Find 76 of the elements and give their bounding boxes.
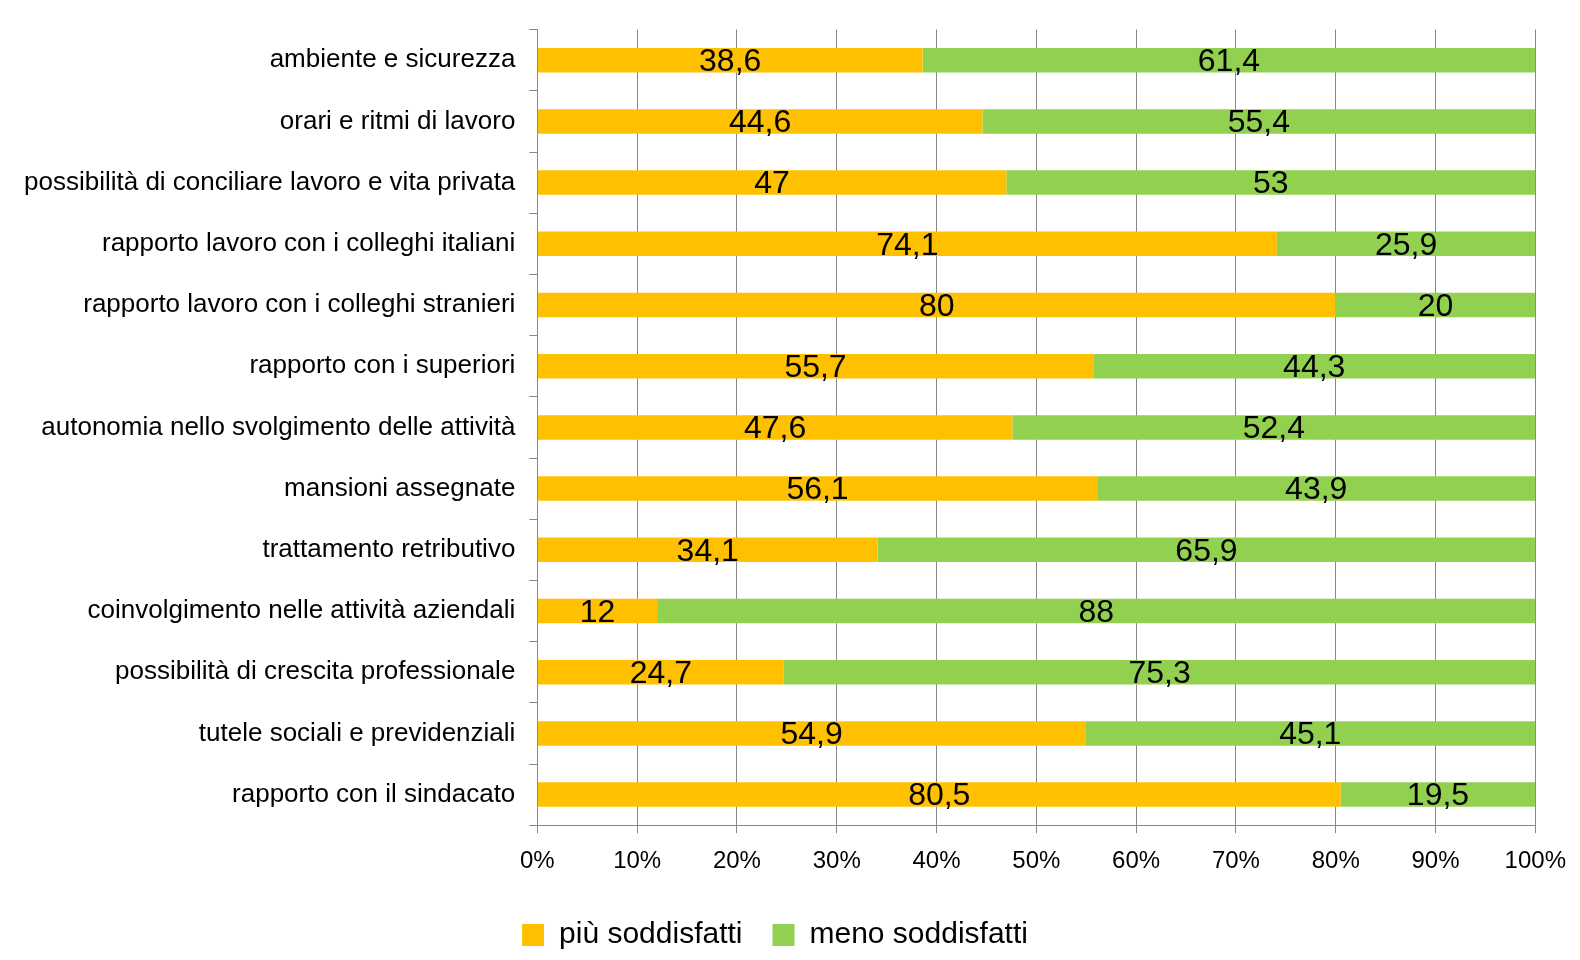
data-label: 47 — [754, 164, 790, 201]
data-label: 44,3 — [1283, 348, 1346, 385]
bar — [922, 47, 1536, 73]
bar — [877, 537, 1536, 563]
data-label: 88 — [1078, 592, 1114, 629]
bar — [1335, 292, 1536, 318]
data-label: 55,7 — [784, 348, 847, 385]
legend-label: meno soddisfatti — [809, 916, 1028, 950]
data-label: 80 — [918, 286, 955, 323]
bar — [1093, 353, 1536, 379]
x-tick-label: 0% — [520, 846, 555, 874]
data-label: 47,6 — [743, 409, 807, 446]
x-tick-label: 70% — [1211, 846, 1260, 874]
x-tick-label: 10% — [613, 846, 662, 874]
bar — [537, 782, 1341, 807]
bar — [1097, 476, 1536, 501]
x-tick-label: 60% — [1112, 846, 1161, 874]
bar — [537, 721, 1086, 746]
x-tick-label: 80% — [1311, 846, 1360, 874]
y-tick-label: autonomia nello svolgimento delle attività — [41, 410, 516, 441]
data-label: 53 — [1253, 164, 1289, 201]
bar — [1012, 415, 1536, 440]
x-tick-label: 90% — [1411, 846, 1460, 874]
bar — [657, 598, 1536, 624]
data-label: 38,6 — [699, 42, 762, 79]
data-label: 20 — [1417, 286, 1454, 323]
bar — [537, 231, 1277, 257]
data-label: 24,7 — [629, 654, 692, 691]
y-tick-label: rapporto lavoro con i colleghi stranieri — [83, 288, 516, 319]
x-tick-label: 30% — [812, 846, 861, 874]
data-label: 74,1 — [876, 225, 939, 262]
bar — [537, 659, 784, 685]
bar — [537, 170, 1007, 195]
bar — [1340, 782, 1536, 807]
data-label: 45,1 — [1279, 715, 1342, 752]
y-tick-label: tutele sociali e previdenziali — [198, 716, 516, 747]
data-label: 34,1 — [676, 531, 739, 568]
x-tick-label: 50% — [1012, 846, 1061, 874]
x-tick-label: 40% — [912, 846, 961, 874]
data-label: 56,1 — [786, 470, 849, 507]
bar — [537, 109, 983, 134]
bar — [537, 47, 923, 73]
data-label: 75,3 — [1128, 654, 1191, 691]
data-label: 54,9 — [780, 715, 843, 752]
data-label: 55,4 — [1227, 103, 1291, 140]
bar — [537, 537, 878, 563]
data-label: 12 — [579, 592, 616, 629]
bar — [537, 353, 1094, 379]
y-tick-label: possibilità di crescita professionale — [115, 655, 516, 686]
y-tick-label: orari e ritmi di lavoro — [279, 104, 516, 135]
data-label: 19,5 — [1406, 776, 1470, 813]
x-tick-label: 100% — [1504, 846, 1566, 874]
y-tick-label: possibilità di conciliare lavoro e vita privata — [23, 165, 516, 196]
legend-label: più soddisfatti — [559, 916, 743, 950]
data-label: 52,4 — [1242, 409, 1305, 446]
data-label: 61,4 — [1197, 42, 1261, 79]
bar — [982, 109, 1536, 134]
data-label: 43,9 — [1285, 470, 1348, 507]
bar — [537, 292, 1336, 318]
data-label: 44,6 — [729, 103, 792, 140]
bar — [537, 415, 1013, 440]
data-label: 80,5 — [908, 776, 971, 813]
y-tick-label: mansioni assegnate — [284, 471, 516, 502]
bar — [1085, 721, 1536, 746]
bar — [1006, 170, 1536, 195]
data-label: 25,9 — [1374, 225, 1438, 262]
y-tick-label: coinvolgimento nelle attività aziendali — [87, 594, 516, 625]
y-tick-label: trattamento retributivo — [262, 532, 516, 563]
bar — [783, 659, 1536, 685]
bar — [537, 476, 1098, 501]
y-tick-label: ambiente e sicurezza — [269, 43, 516, 74]
y-tick-label: rapporto con il sindacato — [232, 777, 516, 808]
data-label: 65,9 — [1175, 531, 1238, 568]
x-tick-label: 20% — [712, 846, 761, 874]
y-tick-label: rapporto con i superiori — [249, 349, 516, 380]
y-tick-label: rapporto lavoro con i colleghi italiani — [101, 226, 516, 257]
